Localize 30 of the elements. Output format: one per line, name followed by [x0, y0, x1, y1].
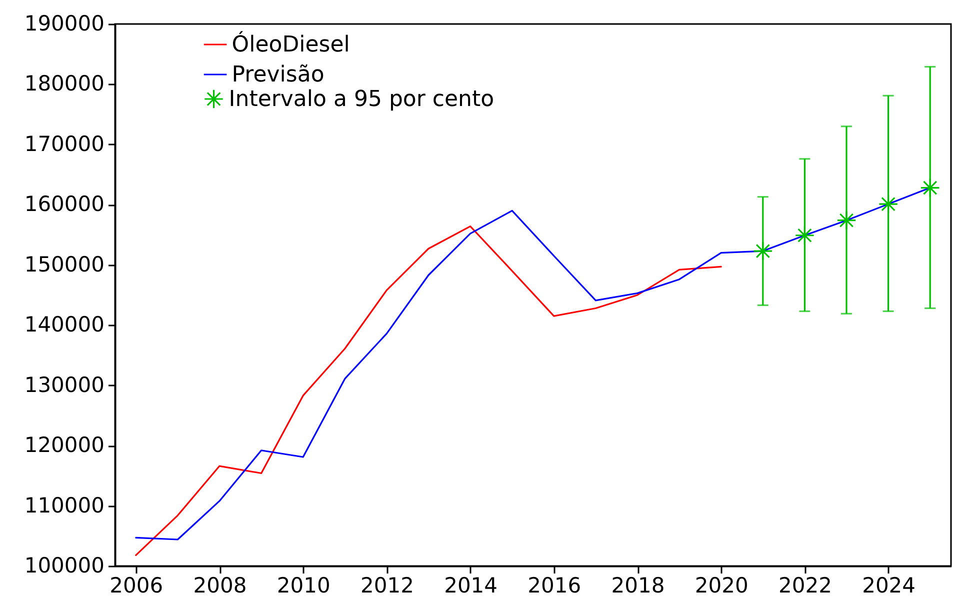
x-tick-label: 2020 [694, 574, 748, 598]
x-tick-label: 2014 [444, 574, 498, 598]
line-series [135, 187, 931, 540]
legend-label: Intervalo a 95 por cento [228, 87, 494, 112]
line-series [135, 226, 722, 556]
y-tick-label: 120000 [24, 433, 104, 458]
point [836, 210, 856, 230]
x-tick-label: 2012 [360, 574, 414, 598]
point [753, 241, 773, 261]
point [794, 225, 815, 246]
x-tick-label: 2006 [110, 574, 164, 598]
legend-label: Previsão [232, 62, 324, 88]
y-tick-label: 180000 [24, 72, 104, 96]
point [878, 194, 898, 214]
y-tick-label: 150000 [24, 252, 104, 276]
y-tick-label: 130000 [24, 372, 104, 397]
y-tick-label: 160000 [24, 192, 104, 216]
y-tick-label: 140000 [24, 312, 104, 337]
x-tick-label: 2018 [611, 574, 665, 598]
y-tick-label: 170000 [24, 132, 104, 156]
point [920, 178, 940, 198]
x-tick-label: 2016 [528, 574, 582, 598]
y-tick-label: 100000 [24, 554, 104, 578]
legend-label: ÓleoDiesel [232, 30, 350, 58]
y-tick-label: 110000 [24, 493, 104, 518]
x-tick-label: 2010 [276, 574, 330, 598]
x-tick-label: 2024 [862, 574, 916, 598]
y-tick-label: 190000 [24, 12, 104, 36]
x-tick-label: 2008 [193, 574, 247, 598]
x-tick-label: 2022 [778, 574, 832, 598]
